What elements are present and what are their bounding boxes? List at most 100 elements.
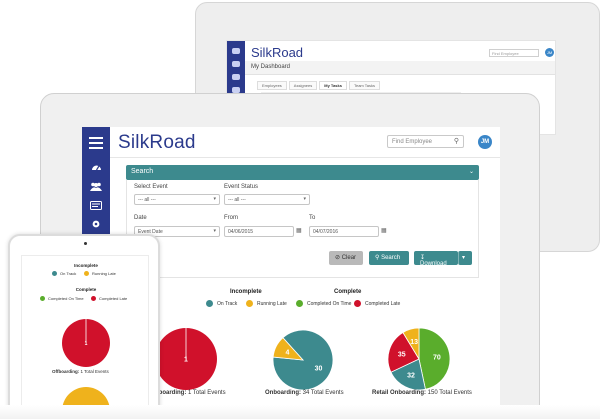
pie-slice-label: 35 bbox=[398, 351, 406, 358]
pie-slice-label: 1 bbox=[184, 356, 188, 363]
legend-label: On Track bbox=[60, 271, 77, 276]
caption-summary: 34 Total Events bbox=[302, 390, 344, 396]
tablet-camera bbox=[84, 242, 87, 245]
pie-slice[interactable] bbox=[418, 327, 451, 390]
tab-assignees[interactable]: Assignees bbox=[288, 81, 318, 90]
calendar-icon[interactable]: ▦ bbox=[296, 228, 302, 234]
back-title-strip bbox=[245, 61, 555, 75]
date-type-dropdown[interactable]: Event Date ▾ bbox=[134, 226, 220, 237]
pie-slice[interactable] bbox=[387, 331, 420, 373]
to-date-input[interactable]: 04/07/2016 bbox=[309, 226, 379, 237]
pie-slice-label: 30 bbox=[315, 365, 323, 372]
offboarding-pie-chart: 1 bbox=[155, 328, 217, 390]
find-employee-input[interactable]: Find Employee ⚲ bbox=[387, 135, 464, 148]
event-status-label: Event Status bbox=[224, 184, 259, 190]
select-event-value: --- all --- bbox=[138, 197, 156, 203]
to-label: To bbox=[309, 215, 316, 221]
incomplete-title: Incomplete bbox=[230, 289, 262, 295]
search-icon: ⚲ bbox=[453, 138, 459, 145]
menu-icon[interactable] bbox=[89, 137, 103, 149]
pie-slice[interactable] bbox=[272, 329, 334, 391]
id-card-icon[interactable] bbox=[232, 87, 240, 93]
tablet-offboarding-caption: Offboarding: 1 Total Events bbox=[52, 369, 109, 374]
search-button[interactable]: ⚲ Search bbox=[369, 251, 409, 265]
download-options-button[interactable]: ▾ bbox=[458, 251, 472, 265]
tab-my-tasks[interactable]: My Tasks bbox=[319, 81, 347, 90]
chevron-down-icon[interactable]: ⌄ bbox=[468, 169, 474, 175]
pie-slice[interactable] bbox=[390, 358, 426, 391]
tab-team-tasks[interactable]: Team Tasks bbox=[348, 81, 381, 90]
select-event-label: Select Event bbox=[134, 184, 168, 190]
legend-completed-late: Completed Late bbox=[354, 300, 400, 307]
legend-swatch bbox=[84, 271, 89, 276]
legend-label: On Track bbox=[217, 300, 238, 307]
back-search-input[interactable]: Find Employee bbox=[489, 49, 539, 57]
back-page-title: My Dashboard bbox=[251, 64, 291, 70]
tablet-legend-on-track: On Track bbox=[52, 271, 76, 276]
download-button[interactable]: ↧ Download bbox=[414, 251, 458, 267]
legend-swatch bbox=[206, 300, 213, 307]
clear-button[interactable]: ⊘ Clear bbox=[329, 251, 363, 265]
date-label: Date bbox=[134, 215, 147, 221]
from-label: From bbox=[224, 215, 238, 221]
legend-label: Running Late bbox=[92, 271, 116, 276]
offboarding-caption: Offboarding: 1 Total Events bbox=[150, 390, 226, 396]
legend-on-track: On Track bbox=[206, 300, 237, 307]
dashboard-icon[interactable] bbox=[232, 61, 240, 67]
id-card-icon[interactable] bbox=[90, 200, 102, 210]
onboarding-pie-chart: 30 4 bbox=[272, 329, 334, 391]
search-panel-body bbox=[126, 180, 479, 278]
search-panel-header[interactable]: Search ⌄ bbox=[126, 165, 479, 180]
tablet-legend-running-late: Running Late bbox=[84, 271, 116, 276]
caption-label: Offboarding: bbox=[150, 390, 187, 396]
legend-label: Completed On Time bbox=[307, 300, 352, 307]
back-logo: SilkRoad bbox=[251, 45, 304, 60]
retail-onboarding-caption: Retail Onboarding: 150 Total Events bbox=[372, 390, 472, 396]
caption-label: Retail Onboarding: bbox=[372, 390, 426, 396]
tablet-screen: Incomplete On Track Running Late Complet… bbox=[21, 255, 149, 419]
legend-completed-on-time: Completed On Time bbox=[296, 300, 351, 307]
date-type-value: Event Date bbox=[138, 229, 163, 235]
floor-shadow bbox=[0, 405, 600, 419]
tablet-offboarding-pie-chart: 1 bbox=[62, 319, 110, 367]
chevron-down-icon: ▾ bbox=[213, 228, 216, 234]
caption-summary: 1 Total Events bbox=[80, 369, 109, 374]
tablet-incomplete-title: Incomplete bbox=[74, 263, 98, 268]
from-date-input[interactable]: 04/06/2015 bbox=[224, 226, 294, 237]
pie-slice-label: 13 bbox=[410, 339, 418, 346]
caption-label: Onboarding: bbox=[265, 390, 301, 396]
back-table-header bbox=[261, 92, 461, 94]
menu-icon[interactable] bbox=[232, 48, 240, 54]
download-button-label: Download bbox=[420, 261, 447, 267]
legend-swatch bbox=[296, 300, 303, 307]
search-panel-title: Search bbox=[131, 168, 154, 175]
event-status-dropdown[interactable]: --- all --- ▾ bbox=[224, 194, 310, 205]
select-event-dropdown[interactable]: --- all --- ▾ bbox=[134, 194, 220, 205]
header-divider bbox=[110, 157, 500, 158]
pie-slice[interactable] bbox=[402, 327, 420, 361]
tab-employees[interactable]: Employees bbox=[257, 81, 287, 90]
legend-swatch bbox=[52, 271, 57, 276]
people-icon[interactable] bbox=[232, 74, 240, 80]
back-avatar[interactable]: JM bbox=[545, 48, 554, 57]
avatar[interactable]: JM bbox=[478, 135, 492, 149]
pie-slice[interactable] bbox=[272, 337, 304, 361]
complete-title: Complete bbox=[334, 289, 362, 295]
search-button-label: Search bbox=[381, 255, 401, 261]
settings-icon[interactable] bbox=[90, 219, 102, 229]
caption-summary: 1 Total Events bbox=[188, 390, 226, 396]
legend-running-late: Running Late bbox=[246, 300, 287, 307]
clear-button-label: Clear bbox=[341, 255, 357, 261]
legend-swatch bbox=[246, 300, 253, 307]
legend-swatch bbox=[40, 296, 45, 301]
tablet-legend-completed-on-time: Completed On Time bbox=[40, 296, 84, 301]
calendar-icon[interactable]: ▦ bbox=[381, 228, 387, 234]
event-status-value: --- all --- bbox=[228, 197, 246, 203]
silkroad-logo[interactable]: SilkRoad bbox=[118, 132, 196, 153]
legend-label: Completed Late bbox=[99, 296, 128, 301]
people-icon[interactable] bbox=[90, 181, 102, 191]
legend-swatch bbox=[91, 296, 96, 301]
dashboard-icon[interactable] bbox=[90, 161, 102, 171]
pie-slice-label: 70 bbox=[433, 355, 441, 362]
